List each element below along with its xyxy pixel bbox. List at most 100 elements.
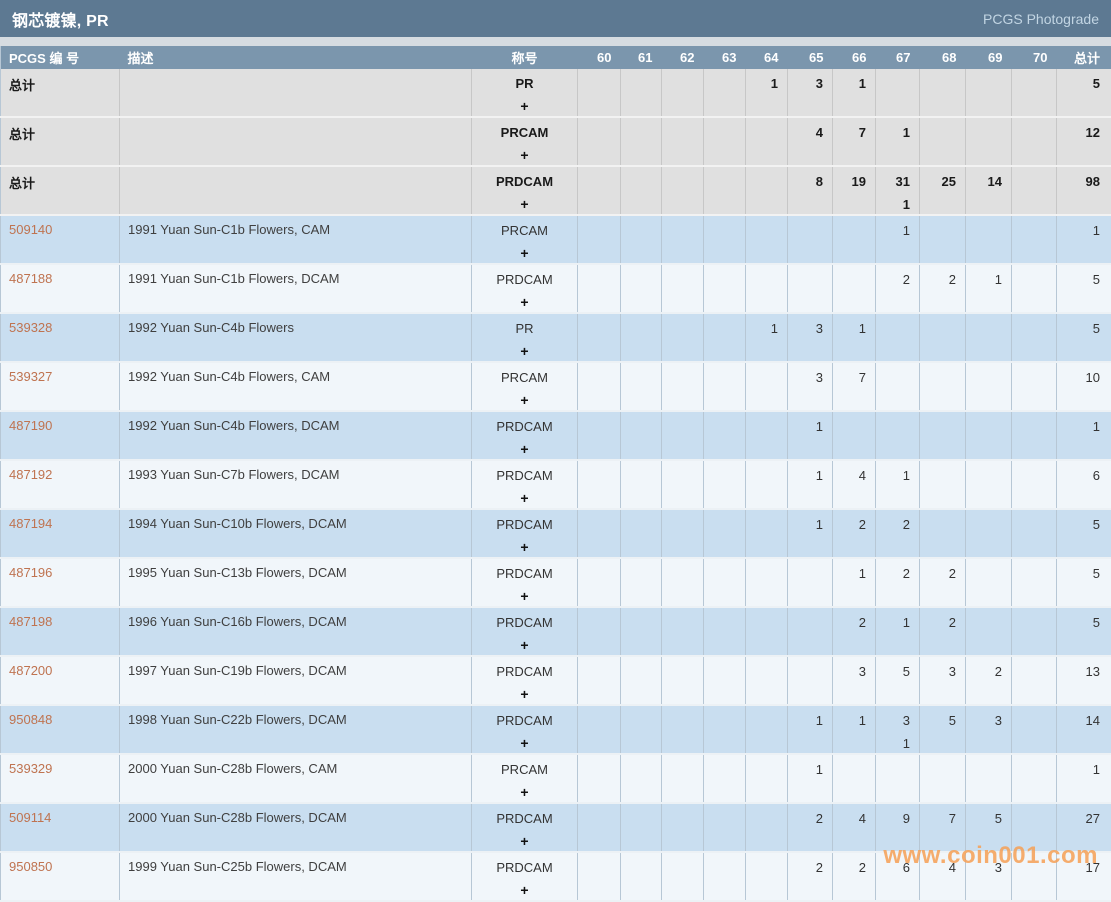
grade-count-g66: [833, 754, 876, 803]
grade-count-g69: 3: [966, 705, 1012, 754]
grade-count-g69: 2: [966, 656, 1012, 705]
designation-name: PR: [473, 75, 576, 92]
grade-count-g61: [621, 754, 662, 803]
pcgs-number-cell: 950850: [1, 852, 120, 901]
grade-count-g62: [662, 460, 704, 509]
designation-name: PRDCAM: [473, 467, 576, 484]
grade-count-g62: [662, 362, 704, 411]
designation-cell: PRDCAM+: [472, 411, 578, 460]
grade-count-g63: [704, 460, 746, 509]
grade-count-g70: [1012, 607, 1057, 656]
designation-cell: PRCAM+: [472, 215, 578, 264]
grade-count-g68: [920, 69, 966, 117]
designation-name: PRCAM: [473, 222, 576, 239]
grade-count-g66: [833, 264, 876, 313]
grade-count-g61: [621, 166, 662, 215]
grade-count-g70: [1012, 852, 1057, 901]
designation-cell: PRCAM+: [472, 754, 578, 803]
grade-count-g62: [662, 166, 704, 215]
grade-count-g66: 4: [833, 803, 876, 852]
column-header-g70: 70: [1012, 46, 1057, 69]
total-row-label: 总计: [1, 117, 120, 166]
pcgs-number-link[interactable]: 509140: [9, 222, 52, 237]
grade-count-g67: [876, 362, 920, 411]
grade-count-g64: 1: [746, 313, 788, 362]
grade-count-g63: [704, 803, 746, 852]
plus-designation: +: [473, 882, 576, 899]
grade-count-g63: [704, 607, 746, 656]
grade-count-g63: [704, 411, 746, 460]
grade-count-g64: [746, 166, 788, 215]
pcgs-number-link[interactable]: 509114: [9, 810, 51, 825]
grade-count-g68: [920, 313, 966, 362]
pcgs-number-link[interactable]: 487188: [9, 271, 52, 286]
grade-count-g61: [621, 509, 662, 558]
grade-count-g68: 5: [920, 705, 966, 754]
grade-count-g61: [621, 264, 662, 313]
grade-count-g61: [621, 313, 662, 362]
grade-count-g63: [704, 852, 746, 901]
pcgs-number-link[interactable]: 487196: [9, 565, 52, 580]
designation-name: PRDCAM: [473, 173, 576, 190]
coin-description: 2000 Yuan Sun-C28b Flowers, CAM: [120, 754, 472, 803]
grade-count-g63: [704, 754, 746, 803]
grade-count-g64: [746, 215, 788, 264]
grade-count-g61: [621, 656, 662, 705]
plus-designation: +: [473, 637, 576, 654]
pcgs-number-cell: 487192: [1, 460, 120, 509]
grade-count-g65: [788, 215, 833, 264]
pcgs-number-link[interactable]: 950848: [9, 712, 52, 727]
grade-count-g60: [578, 607, 621, 656]
grade-count-g65: 1: [788, 411, 833, 460]
coin-description: 1991 Yuan Sun-C1b Flowers, DCAM: [120, 264, 472, 313]
grade-count-g62: [662, 705, 704, 754]
grade-count-g61: [621, 117, 662, 166]
pcgs-number-link[interactable]: 539328: [9, 320, 52, 335]
designation-name: PRDCAM: [473, 663, 576, 680]
plus-designation: +: [473, 441, 576, 458]
pcgs-number-link[interactable]: 539327: [9, 369, 52, 384]
grade-count-g68: 2: [920, 607, 966, 656]
grade-count-g66: 2: [833, 852, 876, 901]
grade-count-g64: [746, 558, 788, 607]
grade-count-g70: [1012, 705, 1057, 754]
pcgs-number-link[interactable]: 539329: [9, 761, 52, 776]
pcgs-number-link[interactable]: 487190: [9, 418, 52, 433]
grade-count-g69: [966, 411, 1012, 460]
grade-count-g70: [1012, 362, 1057, 411]
grade-count-g67: 1: [876, 607, 920, 656]
divider-strip: [0, 37, 1111, 46]
grade-count-g60: [578, 656, 621, 705]
grade-count-g69: 14: [966, 166, 1012, 215]
pcgs-number-link[interactable]: 487200: [9, 663, 52, 678]
grade-count-g70: [1012, 411, 1057, 460]
pcgs-number-link[interactable]: 487198: [9, 614, 52, 629]
grade-count-g70: [1012, 69, 1057, 117]
photograde-link[interactable]: PCGS Photograde: [983, 11, 1099, 27]
grade-count-g66: 2: [833, 509, 876, 558]
grade-count-g68: [920, 411, 966, 460]
grade-count-g60: [578, 69, 621, 117]
grade-count-g63: [704, 69, 746, 117]
grade-count-g60: [578, 754, 621, 803]
designation-name: PRCAM: [473, 369, 576, 386]
designation-name: PRDCAM: [473, 271, 576, 288]
plus-designation: +: [473, 686, 576, 703]
pcgs-number-link[interactable]: 487194: [9, 516, 52, 531]
grade-count-g66: 1: [833, 558, 876, 607]
grade-count-g69: [966, 558, 1012, 607]
pcgs-number-cell: 487196: [1, 558, 120, 607]
grade-count-g67: 2: [876, 509, 920, 558]
grade-count-g65: 2: [788, 852, 833, 901]
grade-count-g60: [578, 264, 621, 313]
grade-count-g66: 7: [833, 117, 876, 166]
grade-count-g70: [1012, 460, 1057, 509]
pcgs-number-link[interactable]: 487192: [9, 467, 52, 482]
pcgs-number-link[interactable]: 950850: [9, 859, 52, 874]
